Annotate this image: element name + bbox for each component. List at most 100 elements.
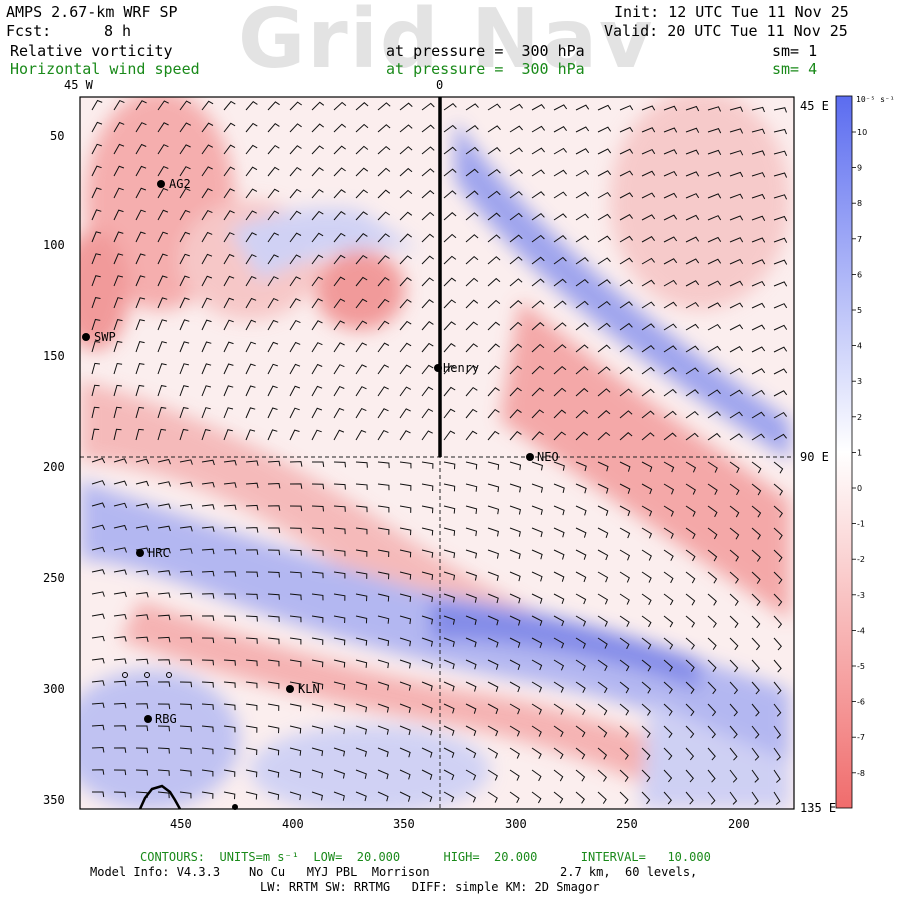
wind-barb	[729, 681, 739, 695]
wind-barb	[641, 170, 656, 177]
wind-barb	[333, 364, 345, 375]
wind-barb	[663, 127, 678, 133]
wind-barb	[201, 341, 212, 353]
wind-barb	[333, 101, 347, 111]
wind-barb	[223, 703, 236, 711]
wind-barb	[245, 527, 259, 533]
wind-barb	[707, 747, 716, 761]
station-label-ag2: AG2	[169, 177, 191, 191]
wind-barb	[773, 791, 781, 805]
wind-barb	[509, 431, 522, 441]
wind-barb	[619, 170, 634, 177]
wind-barb	[575, 615, 587, 627]
left-tick: 100	[43, 238, 65, 252]
wind-barb	[179, 681, 193, 688]
wind-barb	[531, 104, 545, 111]
wind-barb	[289, 549, 302, 556]
wind-barb	[597, 257, 611, 265]
wind-barb	[377, 593, 390, 602]
wind-barb	[553, 593, 565, 604]
wind-barb	[465, 615, 477, 626]
wind-barb	[509, 747, 520, 759]
wind-barb	[201, 407, 211, 419]
wind-barb	[135, 319, 145, 331]
wind-barb	[751, 593, 761, 606]
wind-barb	[355, 637, 368, 646]
wind-barb	[531, 278, 545, 287]
wind-barb	[553, 637, 565, 649]
wind-barb	[399, 430, 411, 441]
wind-barb	[509, 505, 521, 515]
wind-barb	[135, 592, 149, 598]
wind-barb	[311, 363, 323, 375]
model-info: Model Info: V4.3.3 No Cu MYJ PBL Morriso…	[90, 865, 430, 879]
wind-barb	[685, 193, 700, 199]
colorbar-tick-label: -8	[857, 769, 865, 778]
wind-barb	[399, 681, 411, 691]
wind-barb	[267, 188, 280, 199]
wind-barb	[487, 637, 499, 648]
wind-barb	[773, 281, 788, 287]
wind-barb	[113, 209, 124, 221]
wind-barb	[597, 279, 611, 287]
wind-barb	[707, 280, 722, 287]
wind-barb	[267, 429, 278, 441]
wind-barb	[685, 527, 696, 540]
wind-barb	[179, 144, 191, 155]
wind-barb	[91, 297, 101, 309]
wind-barb	[223, 526, 237, 533]
wind-barb	[311, 276, 324, 287]
wind-barb	[113, 275, 124, 287]
colorbar-tick-label: 3	[857, 377, 862, 386]
wind-barb	[707, 236, 722, 243]
wind-barb	[443, 168, 457, 177]
wind-barb	[289, 145, 302, 155]
wind-barb	[91, 406, 100, 419]
wind-barb	[553, 365, 567, 375]
wind-barb	[245, 122, 258, 133]
wind-barb	[707, 483, 718, 495]
wind-barb	[245, 385, 256, 397]
wind-barb	[377, 483, 390, 491]
wind-barb	[707, 637, 717, 650]
wind-barb	[553, 322, 567, 331]
wind-barb	[355, 276, 368, 287]
wind-barb	[179, 166, 191, 177]
wind-barb	[553, 703, 564, 715]
init-time: Init: 12 UTC Tue 11 Nov 25	[614, 3, 849, 21]
wind-barb	[509, 637, 521, 648]
wind-barb	[773, 194, 788, 200]
left-tick: 250	[43, 571, 65, 585]
wind-barb	[421, 637, 433, 647]
wind-barb	[751, 549, 761, 562]
wind-barb	[575, 549, 587, 560]
wind-barb	[267, 571, 280, 578]
wind-barb	[113, 658, 127, 664]
wind-barb	[531, 483, 543, 493]
wind-barb	[553, 126, 567, 133]
wind-barb	[773, 703, 782, 717]
wind-barb	[267, 460, 281, 467]
wind-barb	[245, 637, 258, 644]
wind-barb	[201, 166, 213, 177]
wind-barb	[245, 101, 258, 111]
wind-barb	[179, 385, 189, 397]
wind-barb	[267, 615, 280, 622]
wind-barb	[553, 769, 564, 782]
wind-barb	[157, 747, 170, 754]
wind-barb	[685, 549, 696, 562]
wind-barb	[201, 385, 212, 397]
wind-barb	[311, 123, 324, 133]
right-label-45e: 45 E	[800, 99, 829, 113]
wind-barb	[355, 407, 367, 419]
wind-barb	[509, 300, 523, 309]
wind-barb	[729, 302, 744, 309]
wind-barb	[597, 593, 609, 605]
wind-barb	[751, 411, 765, 419]
wind-barb	[619, 279, 633, 287]
wind-barb	[641, 637, 652, 650]
wind-barb	[531, 747, 542, 759]
colorbar-tick-label: 2	[857, 413, 862, 422]
wind-barb	[421, 571, 434, 580]
